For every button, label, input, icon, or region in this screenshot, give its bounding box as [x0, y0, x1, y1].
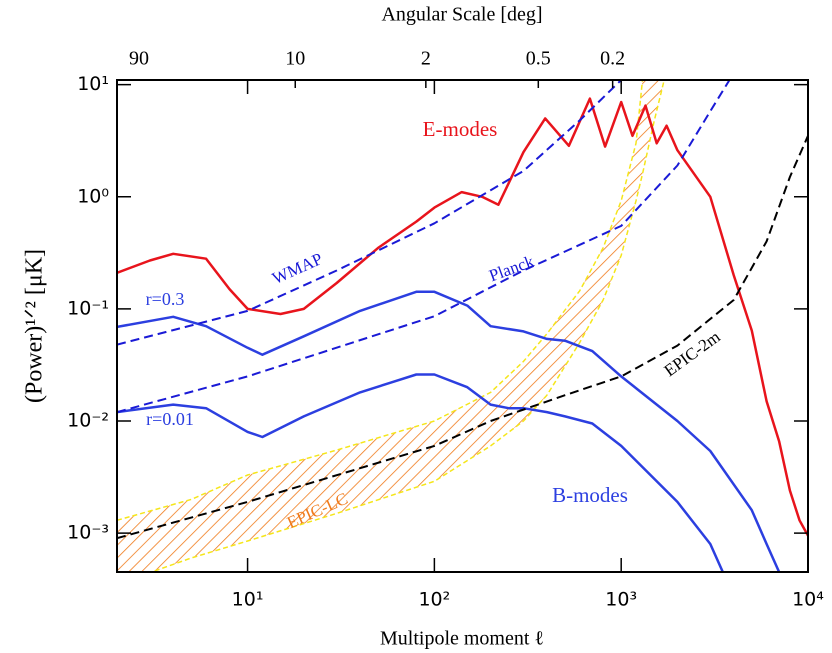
y-tick-label: 10⁻¹ [67, 297, 109, 319]
y-axis-label: (Power)¹ᐟ² [μK] [22, 249, 48, 403]
annotation: B-modes [552, 483, 628, 507]
x-axis-label: Multipole moment ℓ [380, 628, 544, 650]
y-tick-label: 10⁻³ [67, 522, 109, 544]
band-fill [117, 80, 665, 572]
series-line [117, 97, 808, 537]
series-line [117, 290, 781, 572]
y-tick-label: 10⁻² [67, 409, 109, 431]
x-tick-label: 10¹ [232, 589, 264, 611]
plot-area [117, 80, 808, 572]
series-label: Planck [486, 251, 536, 285]
y-tick-label: 10¹ [77, 73, 109, 95]
series-line [117, 80, 731, 414]
series-line [117, 373, 724, 572]
x2-tick-label: 0.5 [526, 48, 551, 70]
y-tick-label: 10⁰ [77, 185, 109, 207]
x2-axis-label: Angular Scale [deg] [381, 4, 542, 26]
band-edge [149, 80, 665, 572]
band-edge [117, 80, 644, 522]
x-tick-label: 10⁴ [792, 589, 824, 611]
x-tick-label: 10² [418, 589, 450, 611]
x-tick-label: 10³ [605, 589, 637, 611]
x2-tick-label: 90 [129, 48, 149, 70]
series-line [117, 80, 622, 346]
series-label: EPIC-2m [660, 327, 723, 380]
series-label: r=0.3 [146, 289, 185, 309]
x2-tick-label: 0.2 [600, 48, 625, 70]
plot-frame [116, 79, 809, 573]
series-line [490, 135, 808, 422]
x2-tick-label: 2 [421, 48, 431, 70]
series-label: E-modes [423, 117, 498, 141]
x2-tick-label: 10 [285, 48, 305, 70]
series-label: r=0.01 [146, 409, 194, 429]
series-label: WMAP [269, 249, 325, 288]
